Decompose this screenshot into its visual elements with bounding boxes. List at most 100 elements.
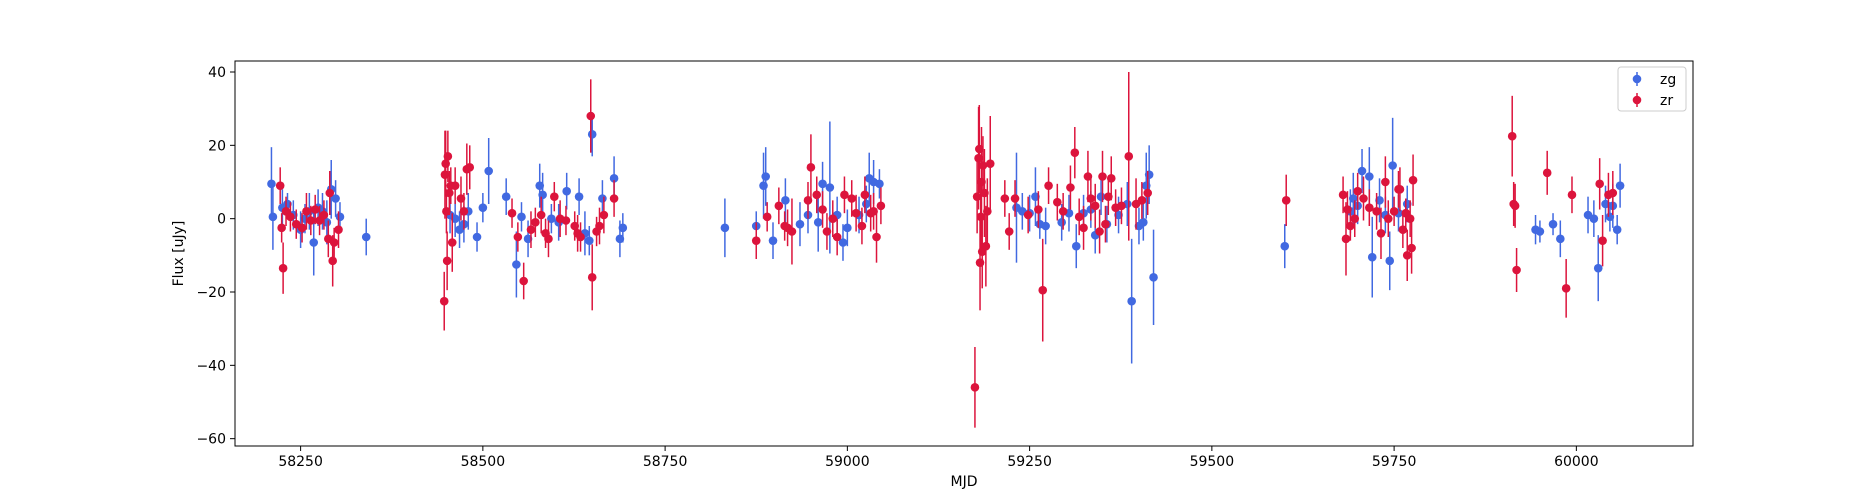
data-point <box>818 179 827 189</box>
data-point <box>1407 243 1416 253</box>
data-point <box>1367 252 1377 262</box>
x-tick-label: 60000 <box>1554 454 1599 470</box>
data-point <box>618 223 628 233</box>
data-point <box>609 194 619 203</box>
x-axis-label: MJD <box>951 474 978 490</box>
legend-label: zg <box>1660 72 1676 88</box>
data-point <box>1383 214 1393 223</box>
data-point <box>1359 194 1368 203</box>
data-point <box>361 232 371 242</box>
data-point <box>1074 212 1084 222</box>
data-point <box>872 232 881 242</box>
data-point <box>472 232 482 242</box>
data-point <box>595 221 604 231</box>
data-point <box>1556 234 1565 244</box>
data-point <box>268 212 278 222</box>
data-point <box>1090 201 1100 211</box>
data-point <box>774 201 784 211</box>
data-point <box>818 205 827 214</box>
data-point <box>1000 194 1010 203</box>
data-point <box>803 196 813 205</box>
data-point <box>1598 236 1607 245</box>
y-axis-label: Flux [uJy] <box>171 221 187 287</box>
data-point <box>822 227 832 236</box>
data-point <box>1512 265 1521 275</box>
data-point <box>795 219 805 229</box>
data-point <box>787 227 797 236</box>
data-point <box>523 234 533 244</box>
data-point <box>484 166 493 176</box>
data-point <box>1341 234 1351 244</box>
data-point <box>302 207 311 216</box>
data-point <box>335 212 345 222</box>
x-tick-label: 59000 <box>825 454 870 470</box>
data-point <box>478 203 488 212</box>
data-point <box>1561 284 1571 293</box>
data-point <box>860 190 870 200</box>
data-point <box>1357 166 1367 176</box>
data-point <box>1350 214 1360 223</box>
data-point <box>1095 227 1104 236</box>
data-point <box>812 190 822 200</box>
x-tick-label: 58750 <box>643 454 688 470</box>
data-point <box>306 216 316 225</box>
data-point <box>1535 227 1545 236</box>
y-tick-label: −40 <box>196 358 226 374</box>
y-axis-ticks: −60 −40 −20 0 20 40 <box>196 65 235 448</box>
data-point <box>1071 241 1081 251</box>
data-point <box>584 236 594 245</box>
data-point <box>1057 218 1066 227</box>
data-point <box>443 152 453 161</box>
data-point <box>447 238 457 247</box>
data-point <box>1402 251 1412 260</box>
data-point <box>981 241 991 251</box>
data-point <box>1548 219 1558 229</box>
data-point <box>562 186 571 196</box>
data-point <box>1117 201 1126 211</box>
data-point <box>442 207 451 216</box>
data-point <box>1124 152 1134 161</box>
data-point <box>331 194 340 203</box>
data-point <box>535 181 545 190</box>
x-tick-label: 58500 <box>461 454 506 470</box>
data-point <box>1542 168 1552 178</box>
data-point <box>1137 196 1147 205</box>
data-point <box>768 236 778 245</box>
data-point <box>278 263 288 273</box>
data-point <box>1079 223 1088 233</box>
data-layer <box>267 72 1625 428</box>
legend: zg zr <box>1617 66 1687 112</box>
data-point <box>598 194 607 203</box>
data-point <box>328 256 337 266</box>
data-point <box>1139 218 1148 227</box>
data-point <box>1507 131 1517 141</box>
data-point <box>1365 203 1374 212</box>
data-point <box>1408 175 1418 185</box>
data-point <box>1053 197 1062 207</box>
data-point <box>544 234 553 244</box>
data-point <box>586 111 596 121</box>
data-point <box>1589 214 1599 223</box>
data-point <box>806 163 816 172</box>
data-point <box>1010 194 1020 203</box>
legend-entry-zr: zr <box>1632 93 1673 109</box>
data-point <box>1338 190 1348 200</box>
x-axis-ticks: 58250 58500 58750 59000 59250 59500 59750 60000 <box>278 446 1599 470</box>
data-point <box>876 201 886 211</box>
data-point <box>450 214 460 223</box>
data-point <box>1144 170 1154 179</box>
data-point <box>1595 179 1604 189</box>
data-point <box>1601 199 1610 209</box>
data-point <box>1031 192 1040 201</box>
data-point <box>762 212 772 222</box>
data-point <box>519 276 528 286</box>
data-point <box>561 216 571 225</box>
data-point <box>1612 225 1622 234</box>
x-tick-label: 59250 <box>1007 454 1052 470</box>
data-point <box>813 218 823 227</box>
data-point <box>1388 161 1397 170</box>
data-point <box>526 225 536 234</box>
data-point <box>1280 241 1290 251</box>
data-point <box>576 232 585 242</box>
